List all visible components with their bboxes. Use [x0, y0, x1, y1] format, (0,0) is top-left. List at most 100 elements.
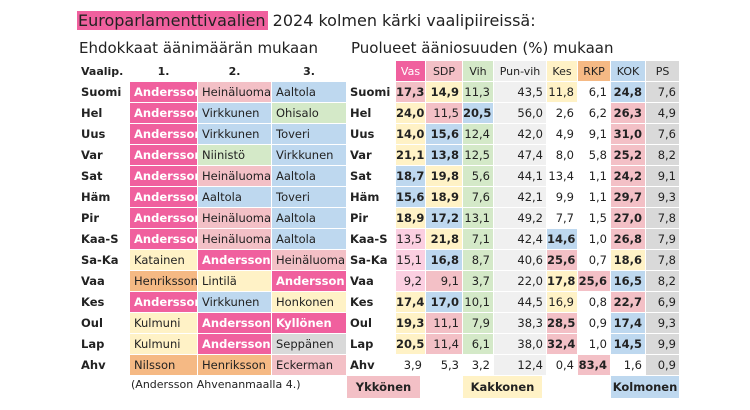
share-cell: 42,0: [494, 124, 546, 145]
district-label-right: Kaa-S: [350, 232, 388, 246]
row-divider: [79, 312, 679, 313]
share-cell: 25,6: [547, 250, 577, 271]
party-header-pun-vih: Pun-vih: [494, 61, 546, 82]
share-cell: 3,2: [463, 355, 493, 376]
share-cell: 44,5: [494, 292, 546, 313]
share-cell: 14,0: [396, 124, 425, 145]
share-cell: 8,2: [646, 145, 679, 166]
party-header-ps: PS: [646, 61, 679, 82]
candidate-cell: Heinäluoma: [272, 250, 346, 271]
share-cell: 7,1: [463, 229, 493, 250]
share-cell: 7,6: [463, 187, 493, 208]
candidate-cell: Andersson: [198, 334, 271, 355]
share-cell: 6,2: [578, 103, 610, 124]
share-cell: 4,9: [547, 124, 577, 145]
share-cell: 16,9: [547, 292, 577, 313]
share-cell: 13,1: [463, 208, 493, 229]
share-cell: 18,6: [611, 250, 645, 271]
rank-header: 1.: [157, 65, 170, 78]
share-cell: 26,3: [611, 103, 645, 124]
candidate-cell: Andersson: [130, 82, 197, 103]
legend-item: Kolmonen: [611, 376, 679, 398]
share-cell: 6,9: [646, 292, 679, 313]
share-cell: 28,5: [547, 313, 577, 334]
share-cell: 83,4: [578, 355, 610, 376]
row-divider: [79, 123, 679, 124]
share-cell: 9,9: [547, 187, 577, 208]
share-cell: 8,0: [547, 145, 577, 166]
legend-item: Kakkonen: [463, 376, 542, 398]
party-header-sdp: SDP: [426, 61, 462, 82]
share-cell: 0,9: [646, 355, 679, 376]
share-cell: 38,0: [494, 334, 546, 355]
share-cell: 11,8: [547, 82, 577, 103]
share-cell: 1,1: [578, 187, 610, 208]
share-cell: 24,2: [611, 166, 645, 187]
share-cell: 13,5: [396, 229, 425, 250]
share-cell: 0,4: [547, 355, 577, 376]
share-cell: 18,7: [396, 166, 425, 187]
share-cell: 43,5: [494, 82, 546, 103]
district-label-right: Lap: [350, 337, 374, 351]
candidate-cell: Andersson: [198, 250, 271, 271]
rank-header: 3.: [303, 65, 315, 78]
candidate-cell: Andersson: [130, 208, 197, 229]
share-cell: 1,0: [578, 334, 610, 355]
share-cell: 15,6: [396, 187, 425, 208]
candidate-cell: Lintilä: [198, 271, 271, 292]
share-cell: 1,6: [611, 355, 645, 376]
district-label-right: Sat: [350, 169, 372, 183]
district-label-right: Vaa: [350, 274, 374, 288]
row-divider: [79, 249, 679, 250]
candidate-cell: Aaltola: [272, 229, 346, 250]
candidate-cell: Virkkunen: [198, 292, 271, 313]
candidate-cell: Aaltola: [272, 208, 346, 229]
legend-item: Ykkönen: [347, 376, 420, 398]
district-label: Suomi: [81, 85, 122, 99]
candidate-cell: Andersson: [198, 313, 271, 334]
candidate-cell: Virkkunen: [272, 145, 346, 166]
share-cell: 31,0: [611, 124, 645, 145]
district-label: Sa-Ka: [81, 253, 119, 267]
share-cell: 19,3: [396, 313, 425, 334]
row-divider: [79, 333, 679, 334]
share-cell: 13,4: [547, 166, 577, 187]
share-cell: 0,7: [578, 250, 610, 271]
share-cell: 5,6: [463, 166, 493, 187]
share-cell: 7,8: [646, 208, 679, 229]
candidate-cell: Nilsson: [130, 355, 197, 376]
share-cell: 18,9: [426, 187, 462, 208]
share-cell: 14,9: [426, 82, 462, 103]
row-divider: [79, 354, 679, 355]
party-header-rkp: RKP: [578, 61, 610, 82]
share-cell: 5,8: [578, 145, 610, 166]
share-cell: 1,1: [578, 166, 610, 187]
candidate-cell: Aaltola: [198, 187, 271, 208]
share-cell: 49,2: [494, 208, 546, 229]
share-cell: 44,1: [494, 166, 546, 187]
share-cell: 0,8: [578, 292, 610, 313]
share-cell: 10,1: [463, 292, 493, 313]
row-divider: [79, 270, 679, 271]
share-cell: 22,0: [494, 271, 546, 292]
share-cell: 6,1: [463, 334, 493, 355]
share-cell: 17,4: [396, 292, 425, 313]
share-cell: 16,5: [611, 271, 645, 292]
share-cell: 1,0: [578, 229, 610, 250]
share-cell: 11,4: [426, 334, 462, 355]
title-rest: 2024 kolmen kärki vaalipiireissä:: [267, 11, 536, 30]
party-header-kok: KOK: [611, 61, 645, 82]
share-cell: 24,8: [611, 82, 645, 103]
share-cell: 2,6: [547, 103, 577, 124]
share-cell: 0,9: [578, 313, 610, 334]
share-cell: 4,9: [646, 103, 679, 124]
candidate-cell: Andersson: [130, 229, 197, 250]
share-cell: 56,0: [494, 103, 546, 124]
share-cell: 26,8: [611, 229, 645, 250]
candidate-cell: Henriksson: [198, 355, 271, 376]
district-label: Sat: [81, 169, 103, 183]
candidate-cell: Andersson: [130, 166, 197, 187]
share-cell: 7,6: [646, 124, 679, 145]
candidate-cell: Virkkunen: [198, 103, 271, 124]
party-header-kes: Kes: [547, 61, 577, 82]
